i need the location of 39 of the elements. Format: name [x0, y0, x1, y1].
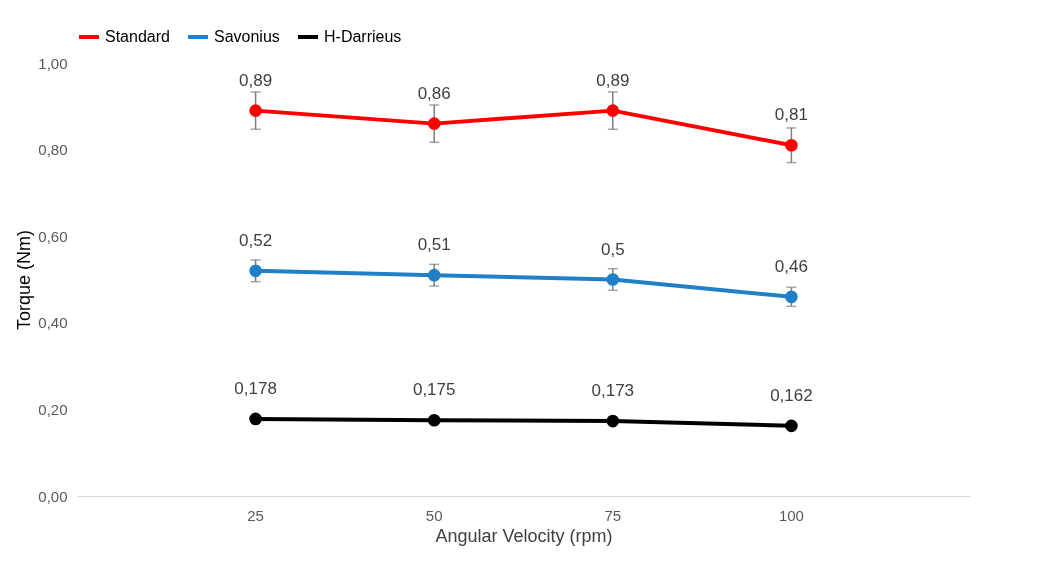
- y-tick-label: 0,40: [38, 314, 68, 332]
- y-axis-title: Torque (Nm): [14, 229, 35, 331]
- data-label: 0,178: [234, 378, 277, 398]
- y-tick-label: 0,80: [38, 141, 68, 159]
- data-label: 0,162: [770, 385, 813, 405]
- legend-label: H-Darrieus: [324, 28, 402, 45]
- data-label: 0,52: [239, 230, 273, 250]
- y-tick-label: 0,00: [38, 487, 68, 505]
- y-tick-label: 0,20: [38, 400, 68, 418]
- data-label: 0,5: [600, 239, 625, 259]
- point: [249, 104, 262, 117]
- point: [427, 117, 441, 130]
- point: [785, 290, 798, 304]
- x-axis-title: Angular Velocity (rpm): [435, 525, 613, 546]
- y-tick-label: 1,00: [38, 54, 68, 72]
- point: [606, 104, 620, 117]
- y-tick-label: 0,60: [38, 227, 68, 245]
- data-label: 0,175: [412, 380, 456, 400]
- data-label: 0,89: [596, 70, 630, 90]
- legend-label: Standard: [105, 28, 170, 45]
- x-tick-label: 25: [247, 506, 264, 524]
- point: [606, 273, 620, 286]
- data-label: 0,89: [239, 70, 273, 90]
- data-label: 0,173: [591, 381, 635, 401]
- x-tick-label: 100: [778, 506, 804, 524]
- point: [249, 264, 262, 278]
- point: [427, 268, 441, 282]
- point: [249, 412, 262, 426]
- point: [785, 138, 798, 152]
- legend-label: Savonius: [214, 28, 280, 45]
- data-label: 0,86: [417, 83, 451, 103]
- point: [427, 413, 441, 427]
- point: [606, 414, 620, 428]
- data-label: 0,46: [774, 256, 808, 276]
- x-tick-label: 75: [604, 506, 622, 524]
- point: [785, 419, 798, 433]
- x-tick-label: 50: [425, 506, 443, 524]
- data-label: 0,51: [417, 235, 451, 255]
- data-label: 0,81: [774, 105, 808, 125]
